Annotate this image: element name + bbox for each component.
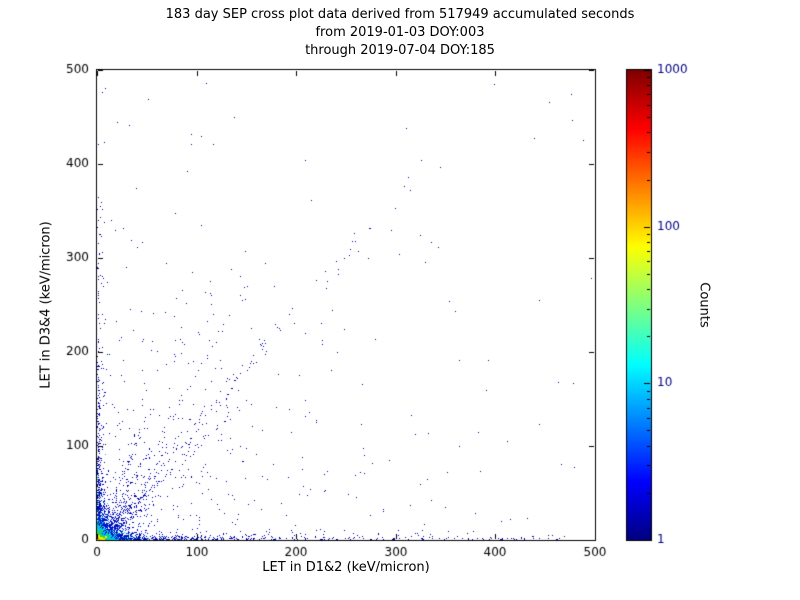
chart-title-line-1: 183 day SEP cross plot data derived from… (165, 7, 635, 22)
chart-title-line-2: from 2019-01-03 DOY:003 (315, 25, 485, 40)
x-axis-label: LET in D1&2 (keV/micron) (262, 560, 430, 575)
colorbar-label: Counts (696, 282, 712, 328)
y-axis-label: LET in D3&4 (keV/micron) (38, 221, 54, 389)
chart-title-line-3: through 2019-07-04 DOY:185 (305, 43, 495, 58)
